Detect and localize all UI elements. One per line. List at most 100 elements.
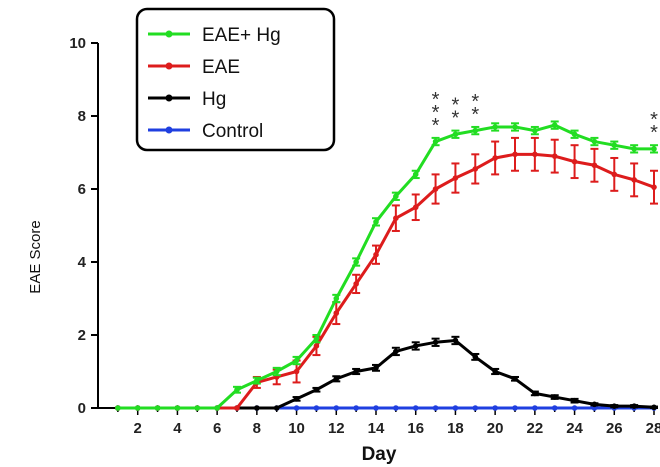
data-point bbox=[313, 405, 320, 411]
significance-annotation: * bbox=[452, 95, 460, 117]
data-point bbox=[432, 186, 439, 192]
x-tick-label: 20 bbox=[487, 420, 504, 437]
data-point bbox=[591, 162, 598, 169]
data-point bbox=[472, 166, 479, 172]
data-point bbox=[353, 259, 359, 265]
data-point bbox=[333, 376, 340, 382]
data-point bbox=[492, 368, 498, 375]
data-point bbox=[353, 281, 359, 287]
data-point bbox=[273, 405, 280, 411]
data-point bbox=[452, 337, 459, 344]
data-point bbox=[254, 405, 260, 411]
data-point bbox=[393, 193, 399, 200]
significance-annotation: * bbox=[432, 102, 440, 124]
significance-annotation: * bbox=[471, 104, 479, 126]
legend-swatch-marker bbox=[165, 30, 173, 38]
data-point bbox=[492, 155, 498, 161]
legend-label: Control bbox=[202, 121, 263, 142]
data-point bbox=[373, 405, 379, 411]
legend-label: EAE bbox=[202, 57, 240, 78]
y-tick-label: 2 bbox=[78, 327, 86, 344]
data-point bbox=[532, 405, 538, 411]
data-point bbox=[651, 184, 657, 190]
significance-annotation: * bbox=[432, 115, 440, 137]
data-point bbox=[393, 405, 399, 411]
y-axis-title: EAE Score bbox=[27, 220, 44, 293]
data-point bbox=[551, 122, 558, 128]
data-point bbox=[293, 357, 300, 364]
data-point bbox=[393, 348, 399, 355]
data-point bbox=[571, 405, 578, 411]
data-point bbox=[333, 405, 340, 411]
data-point bbox=[234, 405, 240, 411]
data-point bbox=[512, 376, 518, 382]
series-layer bbox=[115, 120, 658, 411]
x-tick-label: 22 bbox=[527, 420, 544, 437]
data-point bbox=[512, 405, 518, 411]
x-tick-label: 16 bbox=[407, 420, 424, 437]
data-point bbox=[631, 403, 637, 409]
x-tick-label: 10 bbox=[288, 420, 305, 437]
data-point bbox=[412, 343, 419, 349]
data-point bbox=[293, 405, 300, 411]
data-point bbox=[611, 403, 618, 409]
legend: EAE+ Hg EAE Hg Control bbox=[135, 7, 336, 152]
data-point bbox=[452, 131, 459, 138]
series-line-eae-hg bbox=[117, 123, 654, 410]
data-point bbox=[532, 127, 538, 134]
legend-item: Control bbox=[148, 121, 263, 142]
x-tick-label: 14 bbox=[368, 420, 385, 437]
data-point bbox=[472, 405, 479, 411]
data-point bbox=[532, 151, 538, 158]
data-point bbox=[373, 365, 379, 371]
x-tick-label: 4 bbox=[173, 420, 182, 437]
x-tick-label: 12 bbox=[328, 420, 345, 437]
data-point bbox=[452, 405, 459, 411]
data-point bbox=[492, 405, 498, 411]
data-point bbox=[174, 405, 181, 411]
significance-annotation: * bbox=[452, 108, 460, 130]
x-tick-label: 6 bbox=[213, 420, 221, 437]
data-point bbox=[115, 405, 121, 411]
y-tick-label: 10 bbox=[69, 35, 86, 52]
data-point bbox=[571, 131, 578, 138]
y-tick-label: 6 bbox=[78, 181, 86, 198]
data-point bbox=[373, 251, 379, 258]
x-tick-label: 28 bbox=[646, 420, 660, 437]
data-point bbox=[432, 339, 439, 346]
legend-item: EAE bbox=[148, 57, 240, 78]
data-point bbox=[333, 310, 340, 316]
data-point bbox=[393, 215, 399, 221]
data-point bbox=[412, 171, 419, 178]
data-point bbox=[313, 386, 320, 393]
series-eae-hg bbox=[115, 120, 658, 411]
x-tick-label: 26 bbox=[606, 420, 623, 437]
data-point bbox=[611, 142, 618, 148]
data-point bbox=[571, 158, 578, 165]
data-point bbox=[591, 138, 598, 145]
data-point bbox=[313, 335, 320, 342]
series-line-eae bbox=[117, 152, 655, 410]
x-axis-title: Day bbox=[362, 444, 397, 465]
x-tick-label: 2 bbox=[134, 420, 142, 437]
significance-annotation: * bbox=[650, 122, 658, 144]
data-point bbox=[512, 151, 518, 158]
legend-swatch-marker bbox=[165, 62, 173, 70]
legend-box bbox=[135, 7, 336, 152]
data-point bbox=[551, 153, 558, 159]
data-point bbox=[631, 177, 637, 183]
significance-annotation: * bbox=[650, 109, 658, 131]
y-tick-label: 0 bbox=[78, 400, 86, 417]
data-point bbox=[353, 368, 359, 375]
data-point bbox=[432, 405, 439, 411]
significance-annotation: * bbox=[471, 91, 479, 113]
data-point bbox=[551, 394, 558, 400]
data-point bbox=[591, 401, 598, 408]
data-point bbox=[532, 390, 538, 397]
data-point bbox=[631, 146, 637, 152]
data-point bbox=[492, 124, 498, 130]
series-hg bbox=[115, 335, 658, 411]
legend-swatch-marker bbox=[165, 94, 173, 102]
data-point bbox=[273, 368, 280, 375]
